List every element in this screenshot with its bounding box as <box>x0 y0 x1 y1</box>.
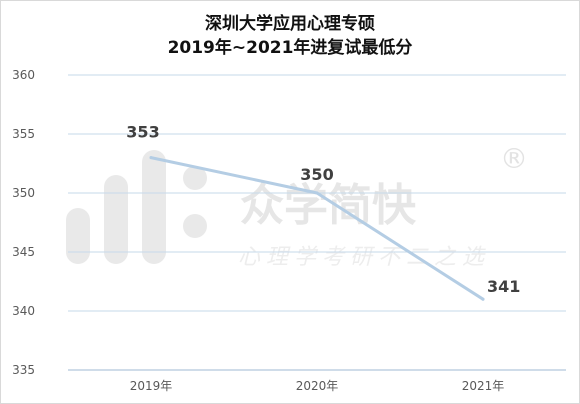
watermark-slogan: 心理学考研不二之选 <box>238 245 490 270</box>
y-axis-ticks: 335 340 345 350 355 360 <box>12 68 35 377</box>
data-label: 341 <box>487 277 520 296</box>
chart-title-line2: 2019年~2021年进复试最低分 <box>167 38 413 58</box>
y-tick-label: 340 <box>12 304 35 318</box>
watermark-brand: 众学简快 <box>240 180 417 231</box>
series-line <box>149 156 485 301</box>
data-label: 350 <box>300 165 333 184</box>
x-tick-label: 2020年 <box>296 379 339 393</box>
watermark-registered: ® <box>500 142 528 175</box>
chart-title: 深圳大学应用心理专硕 2019年~2021年进复试最低分 <box>0 12 580 60</box>
y-tick-label: 355 <box>12 127 35 141</box>
watermark: 众学简快 ® 心理学考研不二之选 <box>66 142 528 270</box>
x-axis-ticks: 2019年 2020年 2021年 <box>130 379 505 393</box>
data-label: 353 <box>126 123 159 142</box>
x-tick-label: 2021年 <box>462 379 505 393</box>
y-tick-label: 350 <box>12 186 35 200</box>
data-point <box>149 156 153 160</box>
y-tick-label: 345 <box>12 245 35 259</box>
watermark-logo-icon <box>66 150 207 264</box>
y-tick-label: 360 <box>12 68 35 82</box>
y-tick-label: 335 <box>12 363 35 377</box>
data-point <box>315 191 319 195</box>
data-labels: 353 350 341 <box>126 123 520 297</box>
data-point <box>481 297 485 301</box>
chart-title-line1: 深圳大学应用心理专硕 <box>205 14 375 34</box>
x-tick-label: 2019年 <box>130 379 173 393</box>
